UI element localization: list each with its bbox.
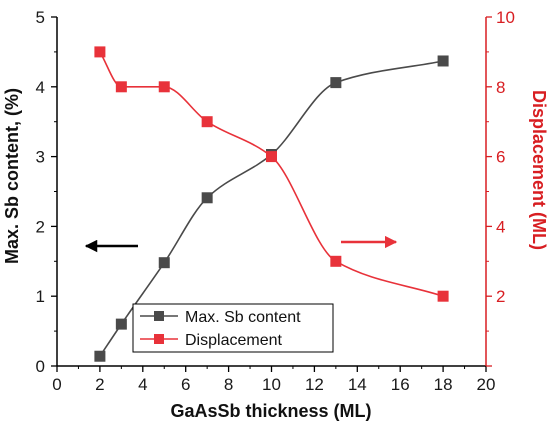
y-tick-label: 0 — [36, 357, 45, 376]
legend-box — [132, 303, 334, 353]
series-layer — [94, 46, 449, 362]
x-tick-label: 8 — [224, 375, 233, 394]
x-axis-title: GaAsSb thickness (ML) — [170, 401, 371, 421]
x-tick-label: 20 — [477, 375, 496, 394]
x-tick-label: 0 — [52, 375, 61, 394]
y2-axis-title-group: Displacement (ML) — [529, 90, 549, 250]
legend-label-sb: Max. Sb content — [185, 309, 301, 326]
x-tick-label: 2 — [95, 375, 104, 394]
x-axis-title-group: GaAsSb thickness (ML) — [170, 401, 371, 421]
x-tick-label: 10 — [262, 375, 281, 394]
y-axis-title-group: Max. Sb content, (%) — [2, 88, 22, 264]
data-point-sb — [330, 77, 342, 89]
legend-marker-sb — [154, 311, 164, 321]
data-point-displacement — [201, 116, 213, 128]
x-tick-label: 16 — [391, 375, 410, 394]
legend: Max. Sb content Displacement — [132, 303, 334, 353]
data-point-sb — [94, 350, 106, 362]
data-point-displacement — [94, 46, 106, 58]
y-tick-label: 3 — [36, 148, 45, 167]
y-tick-label: 5 — [36, 8, 45, 27]
y2-tick-label: 8 — [496, 78, 505, 97]
data-point-displacement — [266, 151, 277, 163]
data-point-sb — [158, 257, 170, 269]
x-tick-label: 12 — [305, 375, 324, 394]
y-tick-label: 2 — [36, 217, 45, 236]
legend-marker-displacement — [154, 334, 164, 344]
y2-tick-label: 6 — [496, 148, 505, 167]
x-tick-label: 18 — [434, 375, 453, 394]
annotation-layer — [84, 235, 398, 253]
x-tick-label: 4 — [138, 375, 147, 394]
data-point-sb — [115, 318, 127, 330]
x-tick-label: 6 — [181, 375, 190, 394]
y-axis-title: Max. Sb content, (%) — [2, 88, 22, 264]
legend-entry-sb: Max. Sb content — [140, 309, 301, 326]
data-point-displacement — [158, 81, 170, 93]
data-point-sb — [437, 55, 449, 67]
data-point-displacement — [330, 255, 342, 267]
legend-label-displacement: Displacement — [185, 332, 282, 349]
legend-entry-displacement: Displacement — [140, 332, 282, 349]
y-tick-label: 4 — [36, 78, 45, 97]
data-point-displacement — [115, 81, 127, 93]
y2-tick-label: 2 — [496, 287, 505, 306]
x-tick-label: 14 — [348, 375, 367, 394]
data-point-sb — [201, 192, 213, 204]
y-tick-label: 1 — [36, 287, 45, 306]
y2-tick-label: 10 — [496, 8, 515, 27]
y2-tick-label: 4 — [496, 217, 505, 236]
y2-axis-title: Displacement (ML) — [529, 90, 549, 250]
data-point-displacement — [437, 290, 449, 302]
